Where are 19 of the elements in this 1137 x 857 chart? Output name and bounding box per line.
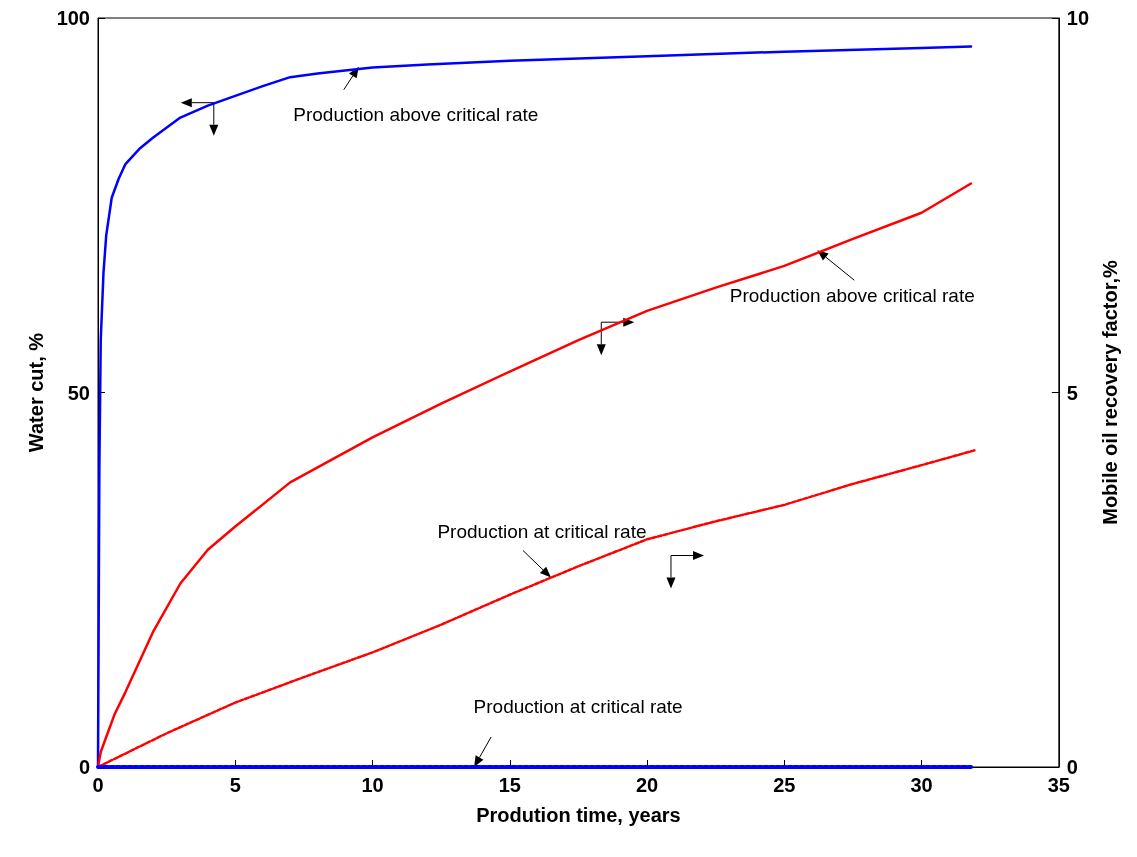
y2-axis-title: Mobile oil recovery factor,% <box>1099 260 1121 525</box>
annotation: Production above critical rate <box>729 284 975 306</box>
x-tick-label: 15 <box>498 774 521 796</box>
annotation: Production at critical rate <box>437 521 647 542</box>
x-axis-title: Prodution time, years <box>476 804 681 826</box>
y-tick-label: 0 <box>78 756 90 778</box>
y2-tick-label: 10 <box>1066 7 1090 29</box>
x-tick-label: 0 <box>92 774 104 796</box>
x-tick-label: 30 <box>910 774 933 796</box>
y-axis-title: Water cut, % <box>24 332 47 453</box>
x-tick-label: 25 <box>773 774 796 796</box>
annotation: Production above critical rate <box>293 104 539 126</box>
y-tick-label: 100 <box>56 7 90 29</box>
x-tick-label: 20 <box>635 774 659 796</box>
x-tick-label: 5 <box>229 774 241 796</box>
annotation: Production at critical rate <box>473 695 683 717</box>
y-tick-label: 50 <box>67 381 90 404</box>
x-tick-label: 10 <box>361 774 384 796</box>
y2-tick-label: 5 <box>1066 381 1078 404</box>
